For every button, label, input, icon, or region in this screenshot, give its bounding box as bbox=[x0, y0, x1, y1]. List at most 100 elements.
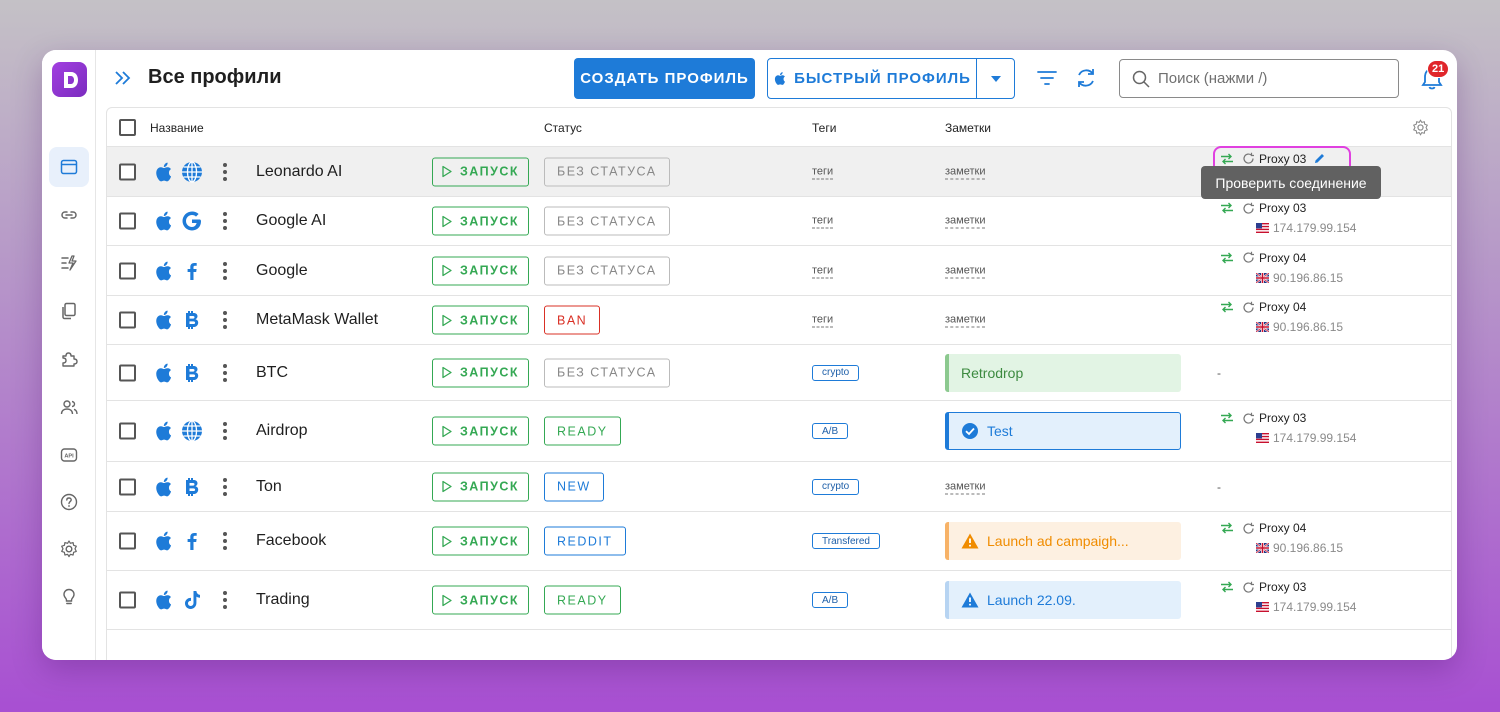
proxy-cell[interactable]: Proxy 03 174.179.99.154 bbox=[1220, 411, 1360, 451]
start-profile-button[interactable]: ЗАПУСК bbox=[432, 206, 529, 236]
status-badge[interactable]: BAN bbox=[544, 305, 601, 335]
swap-arrows-icon[interactable] bbox=[1220, 412, 1234, 424]
edit-pencil-icon[interactable] bbox=[1313, 152, 1326, 165]
note-card[interactable]: Test bbox=[945, 412, 1181, 450]
more-options-icon[interactable] bbox=[219, 532, 231, 550]
tag-chip[interactable]: crypto bbox=[812, 364, 860, 381]
table-row[interactable]: Airdrop ЗАПУСК READY A/B Test Proxy 03 174.179… bbox=[107, 401, 1451, 462]
status-badge[interactable]: READY bbox=[544, 585, 621, 615]
check-connection-icon[interactable] bbox=[1242, 152, 1255, 165]
more-options-icon[interactable] bbox=[219, 363, 231, 382]
expand-sidebar-icon[interactable] bbox=[112, 67, 134, 89]
sidebar-item-team[interactable] bbox=[49, 387, 89, 427]
note-card[interactable]: Launch ad campaigh... bbox=[945, 522, 1181, 560]
proxy-cell[interactable]: Proxy 03 174.179.99.154 bbox=[1220, 201, 1360, 241]
profile-name[interactable]: Google bbox=[256, 261, 308, 279]
row-checkbox[interactable] bbox=[119, 163, 136, 180]
tags-field[interactable]: теги bbox=[812, 214, 834, 229]
notes-field[interactable]: заметки bbox=[945, 214, 986, 229]
table-row[interactable]: Facebook ЗАПУСК REDDIT Transfered Launch ad … bbox=[107, 512, 1451, 571]
note-card[interactable]: Launch 22.09. bbox=[945, 581, 1181, 619]
search-input[interactable] bbox=[1158, 70, 1378, 87]
tag-chip[interactable]: crypto bbox=[812, 478, 860, 495]
more-options-icon[interactable] bbox=[219, 422, 231, 440]
start-profile-button[interactable]: ЗАПУСК bbox=[432, 256, 529, 285]
swap-arrows-icon[interactable] bbox=[1220, 153, 1234, 165]
check-connection-icon[interactable] bbox=[1242, 251, 1255, 264]
row-checkbox[interactable] bbox=[119, 422, 136, 440]
table-row[interactable]: Ton ЗАПУСК NEW crypto заметки - bbox=[107, 462, 1451, 512]
column-status-header[interactable]: Статус bbox=[544, 121, 582, 135]
sidebar-item-link[interactable] bbox=[49, 195, 89, 235]
table-row[interactable]: MetaMask Wallet ЗАПУСК BAN теги заметки Proxy… bbox=[107, 296, 1451, 345]
sidebar-item-help[interactable] bbox=[49, 482, 89, 522]
row-checkbox[interactable] bbox=[119, 478, 136, 495]
profile-name[interactable]: Leonardo AI bbox=[256, 162, 343, 180]
status-badge[interactable]: NEW bbox=[544, 472, 604, 501]
column-notes-header[interactable]: Заметки bbox=[945, 121, 991, 135]
proxy-cell[interactable]: Proxy 04 90.196.86.15 bbox=[1220, 251, 1360, 291]
tag-chip[interactable]: A/B bbox=[812, 423, 849, 439]
sidebar-item-puzzle[interactable] bbox=[49, 339, 89, 379]
row-checkbox[interactable] bbox=[119, 212, 136, 230]
row-checkbox[interactable] bbox=[119, 311, 136, 329]
start-profile-button[interactable]: ЗАПУСК bbox=[432, 472, 529, 501]
column-name-header[interactable]: Название bbox=[150, 121, 204, 135]
profile-name[interactable]: Google AI bbox=[256, 212, 327, 229]
status-badge[interactable]: БЕЗ СТАТУСА bbox=[544, 358, 670, 387]
check-connection-icon[interactable] bbox=[1242, 412, 1255, 425]
notes-field[interactable]: заметки bbox=[945, 165, 986, 179]
status-badge[interactable]: REDDIT bbox=[544, 526, 626, 556]
create-profile-button[interactable]: СОЗДАТЬ ПРОФИЛЬ bbox=[574, 58, 755, 99]
status-badge[interactable]: БЕЗ СТАТУСА bbox=[544, 157, 670, 186]
table-row[interactable]: Trading ЗАПУСК READY A/B Launch 22.09. Proxy … bbox=[107, 571, 1451, 630]
profile-name[interactable]: MetaMask Wallet bbox=[256, 311, 379, 328]
table-row[interactable]: BTC ЗАПУСК БЕЗ СТАТУСА crypto Retrodrop - bbox=[107, 345, 1451, 401]
profile-name[interactable]: Facebook bbox=[256, 532, 327, 549]
table-row[interactable]: Google AI ЗАПУСК БЕЗ СТАТУСА теги заметки Pro… bbox=[107, 197, 1451, 246]
check-connection-icon[interactable] bbox=[1242, 202, 1255, 215]
status-badge[interactable]: БЕЗ СТАТУСА bbox=[544, 206, 670, 236]
tags-field[interactable]: теги bbox=[812, 264, 834, 278]
row-checkbox[interactable] bbox=[119, 262, 136, 279]
more-options-icon[interactable] bbox=[219, 591, 231, 609]
table-row[interactable]: Google ЗАПУСК БЕЗ СТАТУСА теги заметки Proxy … bbox=[107, 246, 1451, 296]
quick-profile-button[interactable]: БЫСТРЫЙ ПРОФИЛЬ bbox=[768, 59, 976, 98]
swap-arrows-icon[interactable] bbox=[1220, 581, 1234, 593]
select-all-checkbox[interactable] bbox=[119, 119, 136, 136]
sidebar-item-browser-window[interactable] bbox=[49, 147, 89, 187]
filter-icon[interactable] bbox=[1035, 66, 1059, 90]
start-profile-button[interactable]: ЗАПУСК bbox=[432, 358, 529, 387]
more-options-icon[interactable] bbox=[219, 311, 231, 329]
check-connection-icon[interactable] bbox=[1242, 301, 1255, 314]
proxy-cell[interactable]: Proxy 03 174.179.99.154 bbox=[1220, 580, 1360, 620]
start-profile-button[interactable]: ЗАПУСК bbox=[432, 526, 529, 556]
row-checkbox[interactable] bbox=[119, 532, 136, 550]
tags-field[interactable]: теги bbox=[812, 313, 834, 328]
sidebar-item-lightbulb[interactable] bbox=[49, 577, 89, 617]
row-checkbox[interactable] bbox=[119, 591, 136, 609]
swap-arrows-icon[interactable] bbox=[1220, 522, 1234, 534]
refresh-icon[interactable] bbox=[1074, 66, 1098, 90]
column-tags-header[interactable]: Теги bbox=[812, 121, 837, 135]
start-profile-button[interactable]: ЗАПУСК bbox=[432, 305, 529, 335]
more-options-icon[interactable] bbox=[219, 477, 231, 496]
check-connection-icon[interactable] bbox=[1242, 522, 1255, 535]
profile-name[interactable]: BTC bbox=[256, 363, 288, 381]
more-options-icon[interactable] bbox=[219, 162, 231, 181]
check-connection-icon[interactable] bbox=[1242, 581, 1255, 594]
profile-name[interactable]: Trading bbox=[256, 591, 310, 608]
tag-chip[interactable]: A/B bbox=[812, 592, 849, 608]
proxy-cell[interactable]: Proxy 04 90.196.86.15 bbox=[1220, 300, 1360, 340]
sidebar-item-automation[interactable] bbox=[49, 243, 89, 283]
sidebar-item-api[interactable]: API bbox=[49, 435, 89, 475]
app-logo[interactable] bbox=[52, 62, 87, 97]
tags-field[interactable]: теги bbox=[812, 165, 834, 179]
swap-arrows-icon[interactable] bbox=[1220, 301, 1234, 313]
proxy-cell[interactable]: Proxy 04 90.196.86.15 bbox=[1220, 521, 1360, 561]
sidebar-item-gear[interactable] bbox=[49, 529, 89, 569]
profile-name[interactable]: Airdrop bbox=[256, 422, 308, 439]
profile-name[interactable]: Ton bbox=[256, 477, 282, 495]
column-settings-gear-icon[interactable] bbox=[1412, 119, 1429, 136]
sidebar-item-copy[interactable] bbox=[49, 291, 89, 331]
